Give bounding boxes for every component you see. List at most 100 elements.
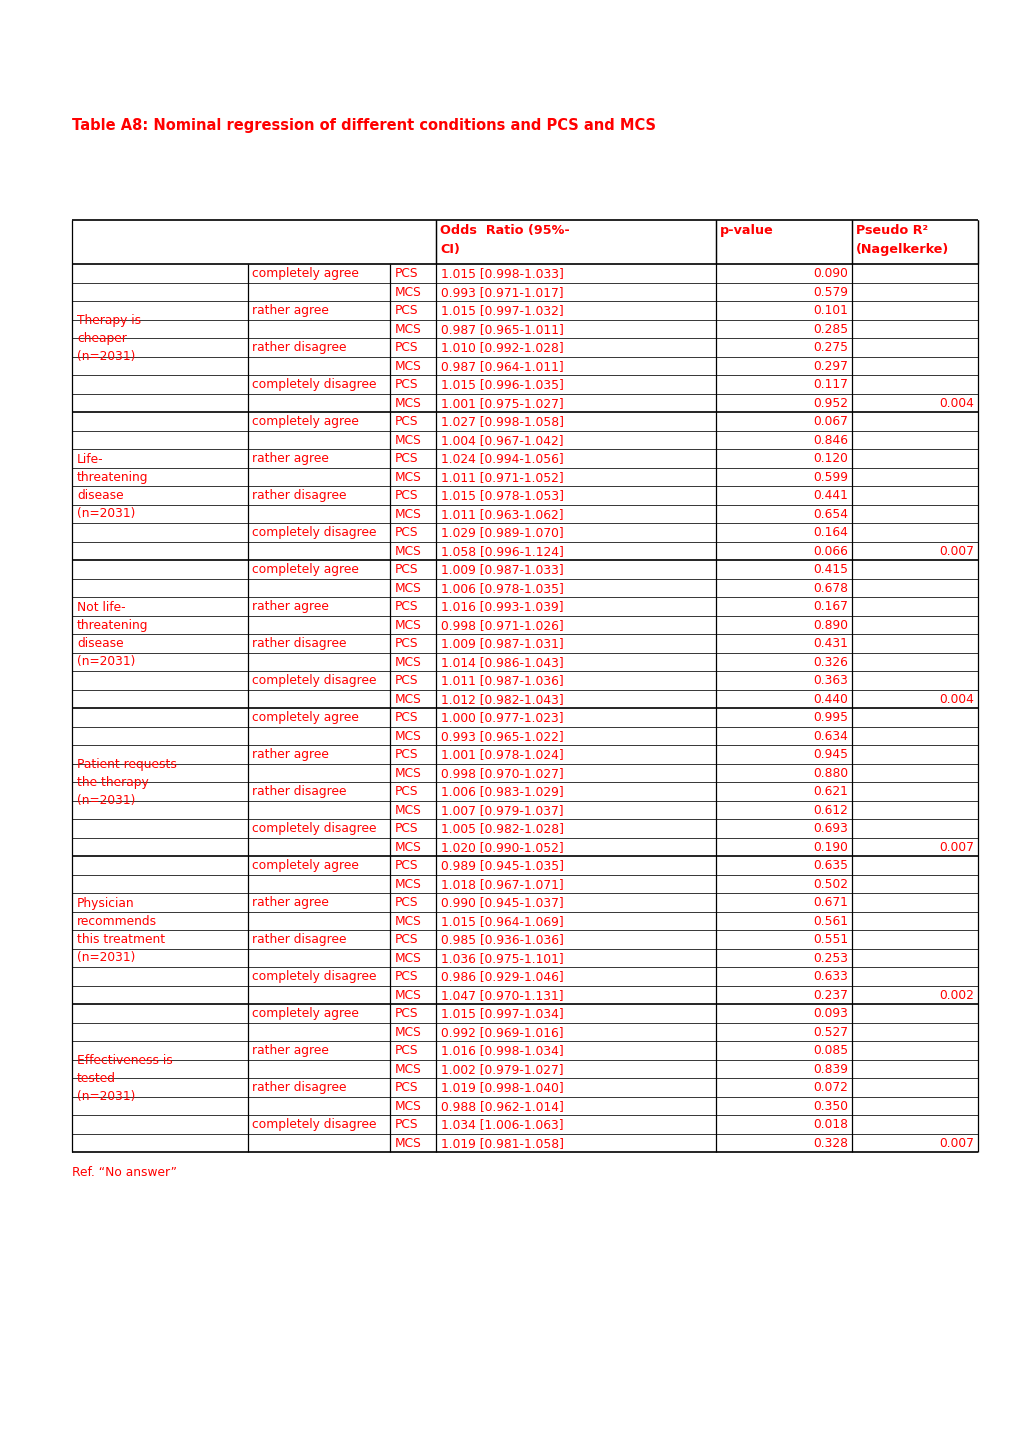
Text: PCS: PCS	[394, 489, 418, 502]
Text: 0.998 [0.970-1.027]: 0.998 [0.970-1.027]	[440, 766, 564, 779]
Text: PCS: PCS	[394, 416, 418, 429]
Text: CI): CI)	[439, 244, 460, 257]
Text: 0.067: 0.067	[812, 416, 847, 429]
Text: 0.579: 0.579	[812, 286, 847, 299]
Text: PCS: PCS	[394, 527, 418, 540]
Text: 0.989 [0.945-1.035]: 0.989 [0.945-1.035]	[440, 859, 564, 872]
Text: completely agree: completely agree	[252, 859, 359, 872]
Text: MCS: MCS	[394, 1062, 421, 1075]
Text: MCS: MCS	[394, 470, 421, 483]
Text: 1.015 [0.997-1.032]: 1.015 [0.997-1.032]	[440, 304, 564, 317]
Text: 0.007: 0.007	[938, 841, 973, 854]
Text: MCS: MCS	[394, 582, 421, 595]
Text: PCS: PCS	[394, 1118, 418, 1131]
Text: 0.004: 0.004	[938, 397, 973, 410]
Text: 0.551: 0.551	[812, 934, 847, 947]
Text: completely disagree: completely disagree	[252, 527, 376, 540]
Text: 1.019 [0.981-1.058]: 1.019 [0.981-1.058]	[440, 1137, 564, 1150]
Text: rather agree: rather agree	[252, 747, 328, 760]
Text: 0.004: 0.004	[938, 693, 973, 706]
Text: 0.415: 0.415	[812, 563, 847, 576]
Text: 1.020 [0.990-1.052]: 1.020 [0.990-1.052]	[440, 841, 564, 854]
Text: p-value: p-value	[719, 224, 773, 237]
Text: 1.034 [1.006-1.063]: 1.034 [1.006-1.063]	[440, 1118, 564, 1131]
Text: completely agree: completely agree	[252, 563, 359, 576]
Text: rather disagree: rather disagree	[252, 489, 346, 502]
Text: 0.007: 0.007	[938, 1137, 973, 1150]
Text: Effectiveness is
tested
(n=2031): Effectiveness is tested (n=2031)	[76, 1053, 172, 1102]
Text: 1.058 [0.996-1.124]: 1.058 [0.996-1.124]	[440, 544, 564, 557]
Text: 1.015 [0.978-1.053]: 1.015 [0.978-1.053]	[440, 489, 564, 502]
Text: 0.093: 0.093	[812, 1007, 847, 1020]
Text: 1.036 [0.975-1.101]: 1.036 [0.975-1.101]	[440, 951, 564, 965]
Text: 1.029 [0.989-1.070]: 1.029 [0.989-1.070]	[440, 527, 564, 540]
Text: PCS: PCS	[394, 304, 418, 317]
Text: 0.890: 0.890	[812, 619, 847, 632]
Text: 0.167: 0.167	[812, 600, 847, 613]
Text: 0.987 [0.964-1.011]: 0.987 [0.964-1.011]	[440, 359, 564, 372]
Text: rather disagree: rather disagree	[252, 934, 346, 947]
Text: 0.237: 0.237	[812, 988, 847, 1001]
Text: 1.002 [0.979-1.027]: 1.002 [0.979-1.027]	[440, 1062, 564, 1075]
Text: 0.993 [0.965-1.022]: 0.993 [0.965-1.022]	[440, 730, 564, 743]
Text: 0.440: 0.440	[812, 693, 847, 706]
Text: 0.846: 0.846	[812, 434, 847, 447]
Text: 1.027 [0.998-1.058]: 1.027 [0.998-1.058]	[440, 416, 564, 429]
Text: rather disagree: rather disagree	[252, 341, 346, 354]
Text: completely disagree: completely disagree	[252, 378, 376, 391]
Text: 0.633: 0.633	[812, 970, 847, 983]
Text: Table A8: Nominal regression of different conditions and PCS and MCS: Table A8: Nominal regression of differen…	[72, 118, 655, 133]
Text: MCS: MCS	[394, 323, 421, 336]
Text: MCS: MCS	[394, 397, 421, 410]
Text: PCS: PCS	[394, 896, 418, 909]
Text: Not life-
threatening
disease
(n=2031): Not life- threatening disease (n=2031)	[76, 600, 149, 668]
Text: 1.015 [0.964-1.069]: 1.015 [0.964-1.069]	[440, 915, 564, 928]
Text: 0.612: 0.612	[812, 804, 847, 817]
Text: MCS: MCS	[394, 434, 421, 447]
Text: 1.016 [0.998-1.034]: 1.016 [0.998-1.034]	[440, 1045, 564, 1058]
Text: 0.839: 0.839	[812, 1062, 847, 1075]
Text: PCS: PCS	[394, 934, 418, 947]
Text: 0.431: 0.431	[812, 638, 847, 651]
Text: completely agree: completely agree	[252, 416, 359, 429]
Text: 0.993 [0.971-1.017]: 0.993 [0.971-1.017]	[440, 286, 564, 299]
Text: completely agree: completely agree	[252, 1007, 359, 1020]
Text: 1.009 [0.987-1.031]: 1.009 [0.987-1.031]	[440, 638, 564, 651]
Text: MCS: MCS	[394, 286, 421, 299]
Text: 1.016 [0.993-1.039]: 1.016 [0.993-1.039]	[440, 600, 564, 613]
Text: PCS: PCS	[394, 267, 418, 280]
Text: 1.011 [0.963-1.062]: 1.011 [0.963-1.062]	[440, 508, 564, 521]
Text: completely disagree: completely disagree	[252, 674, 376, 687]
Text: 1.015 [0.997-1.034]: 1.015 [0.997-1.034]	[440, 1007, 564, 1020]
Text: rather disagree: rather disagree	[252, 785, 346, 798]
Text: MCS: MCS	[394, 730, 421, 743]
Text: MCS: MCS	[394, 1137, 421, 1150]
Text: 0.986 [0.929-1.046]: 0.986 [0.929-1.046]	[440, 970, 564, 983]
Text: 0.985 [0.936-1.036]: 0.985 [0.936-1.036]	[440, 934, 564, 947]
Text: 1.006 [0.983-1.029]: 1.006 [0.983-1.029]	[440, 785, 564, 798]
Text: 1.001 [0.978-1.024]: 1.001 [0.978-1.024]	[440, 747, 564, 760]
Text: 0.363: 0.363	[812, 674, 847, 687]
Text: 0.101: 0.101	[812, 304, 847, 317]
Text: 0.990 [0.945-1.037]: 0.990 [0.945-1.037]	[440, 896, 564, 909]
Text: 0.441: 0.441	[812, 489, 847, 502]
Text: completely disagree: completely disagree	[252, 1118, 376, 1131]
Text: 1.011 [0.971-1.052]: 1.011 [0.971-1.052]	[440, 470, 564, 483]
Text: Therapy is
cheaper
(n=2031): Therapy is cheaper (n=2031)	[76, 315, 141, 362]
Text: 1.009 [0.987-1.033]: 1.009 [0.987-1.033]	[440, 563, 564, 576]
Text: PCS: PCS	[394, 452, 418, 465]
Text: MCS: MCS	[394, 619, 421, 632]
Text: 1.000 [0.977-1.023]: 1.000 [0.977-1.023]	[440, 711, 564, 724]
Text: 0.527: 0.527	[812, 1026, 847, 1039]
Text: 0.072: 0.072	[812, 1081, 847, 1094]
Text: Patient requests
the therapy
(n=2031): Patient requests the therapy (n=2031)	[76, 758, 176, 807]
Text: 1.006 [0.978-1.035]: 1.006 [0.978-1.035]	[440, 582, 564, 595]
Text: 0.635: 0.635	[812, 859, 847, 872]
Text: PCS: PCS	[394, 341, 418, 354]
Text: 0.085: 0.085	[812, 1045, 847, 1058]
Text: PCS: PCS	[394, 563, 418, 576]
Text: PCS: PCS	[394, 674, 418, 687]
Text: 0.621: 0.621	[812, 785, 847, 798]
Text: 1.019 [0.998-1.040]: 1.019 [0.998-1.040]	[440, 1081, 564, 1094]
Text: 0.007: 0.007	[938, 544, 973, 557]
